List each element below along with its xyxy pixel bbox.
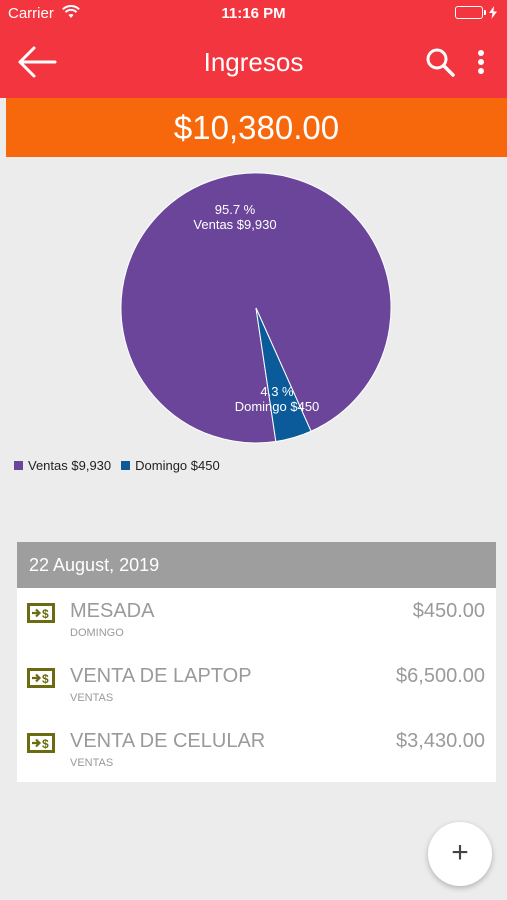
item-amount: $3,430.00 (396, 730, 485, 752)
item-category: VENTAS (70, 757, 114, 769)
carrier-label: Carrier (8, 5, 54, 22)
pie-value-label-ventas: Ventas $9,930 (193, 217, 276, 232)
item-category: VENTAS (70, 692, 114, 704)
list-item[interactable]: $ VENTA DE LAPTOP VENTAS $6,500.00 (17, 653, 496, 718)
item-amount: $450.00 (412, 600, 485, 622)
date-header: 22 August, 2019 (17, 542, 496, 588)
more-vertical-icon[interactable] (472, 46, 490, 78)
svg-text:$: $ (42, 737, 49, 751)
item-name: MESADA (70, 600, 155, 622)
arrow-left-icon[interactable] (16, 44, 58, 80)
pie-percent-label-domingo: 4.3 % (260, 384, 294, 399)
item-name: VENTA DE CELULAR (70, 730, 266, 752)
pie-percent-label-ventas: 95.7 % (215, 202, 256, 217)
money-income-icon: $ (27, 733, 55, 753)
money-income-icon: $ (27, 668, 55, 688)
status-bar: Carrier 11:16 PM (0, 0, 507, 26)
page-title: Ingresos (203, 47, 304, 77)
search-icon[interactable] (424, 46, 456, 78)
item-category: DOMINGO (70, 627, 124, 639)
charging-icon (489, 6, 497, 19)
legend-swatch-domingo (121, 461, 131, 470)
wifi-icon (62, 5, 80, 23)
legend-swatch-ventas (14, 461, 23, 470)
legend-item-domingo: Domingo $450 (121, 458, 220, 473)
item-name: VENTA DE LAPTOP (70, 665, 252, 687)
clock: 11:16 PM (221, 5, 286, 22)
legend-item-ventas: Ventas $9,930 (14, 458, 111, 473)
battery-icon (455, 6, 497, 19)
pie-slice-domingo (255, 307, 312, 443)
item-amount: $6,500.00 (396, 665, 485, 687)
list-item[interactable]: $ VENTA DE CELULAR VENTAS $3,430.00 (17, 718, 496, 783)
money-income-icon: $ (27, 603, 55, 623)
list-item[interactable]: $ MESADA DOMINGO $450.00 (17, 588, 496, 653)
svg-text:$: $ (42, 607, 49, 621)
app-bar: Ingresos (0, 26, 507, 98)
total-amount: $10,380.00 (6, 98, 507, 157)
svg-text:$: $ (42, 672, 49, 686)
chart-legend: Ventas $9,930 Domingo $450 (14, 458, 220, 473)
pie-value-label-domingo: Domingo $450 (235, 399, 320, 414)
legend-label-ventas: Ventas $9,930 (28, 458, 112, 473)
add-income-button[interactable]: + (428, 822, 492, 886)
transactions-card: 22 August, 2019 $ MESADA DOMINGO $450.00… (17, 542, 496, 782)
income-pie-chart: 95.7 %Ventas $9,930 4.3 %Domingo $450 (120, 172, 392, 444)
legend-label-domingo: Domingo $450 (135, 458, 220, 473)
